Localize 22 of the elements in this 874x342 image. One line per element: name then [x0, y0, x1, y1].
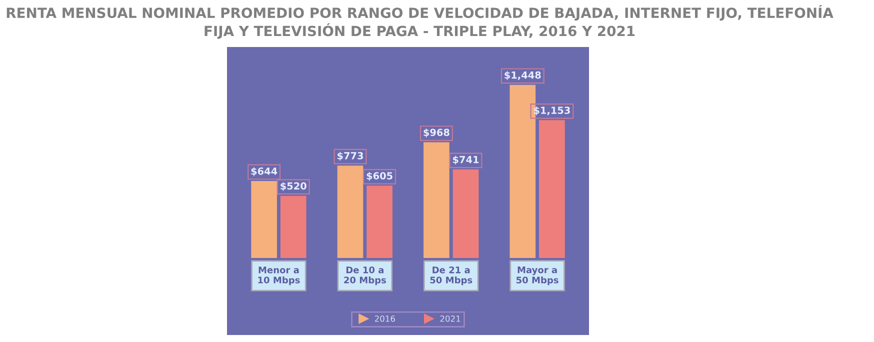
x-tick-label: Menor a 10 Mbps	[258, 266, 300, 286]
bar	[366, 186, 392, 258]
data-label: $968	[424, 128, 450, 138]
data-label: $1,448	[504, 71, 541, 80]
legend-label: 2016	[374, 315, 395, 322]
chart-title: RENTA MENSUAL NOMINAL PROMEDIO POR RANGO DE VELOCIDAD DE BAJADA, INTERNET FIJO, TELEFONÍA FIJA Y TELEVISIÓN DE PAGA - TRIPLE PLAY, 2016 Y 2021	[6, 5, 834, 39]
bar	[424, 142, 450, 258]
data-label: $520	[280, 182, 306, 191]
data-label: $773	[337, 152, 364, 161]
data-label: $605	[366, 172, 392, 181]
x-tick-label: Mayor a 50 Mbps	[516, 266, 558, 286]
bar	[337, 166, 364, 258]
bar	[539, 120, 565, 258]
bar	[251, 181, 277, 258]
legend-label: 2021	[440, 315, 460, 322]
bar	[280, 196, 306, 258]
data-label: $644	[251, 167, 278, 176]
x-tick-label: De 21 a 50 Mbps	[430, 266, 472, 286]
data-label: $741	[452, 156, 479, 165]
x-tick-label: De 10 a 20 Mbps	[344, 266, 386, 286]
bar	[452, 169, 479, 258]
bar	[510, 84, 536, 258]
